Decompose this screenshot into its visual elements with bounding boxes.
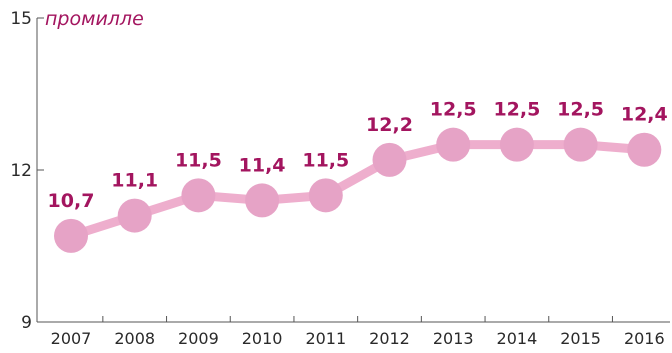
x-tick-label: 2015	[560, 329, 601, 348]
y-tick-label: 9	[21, 313, 32, 333]
series-line	[66, 140, 649, 241]
data-label-2010: 11,4	[239, 154, 286, 176]
y-tick-label: 15	[10, 9, 32, 29]
x-tick-label: 2007	[51, 329, 92, 348]
x-tick-label: 2014	[497, 329, 538, 348]
data-label-2014: 12,5	[493, 99, 540, 121]
data-label-2007: 10,7	[48, 190, 95, 212]
data-point-2015	[563, 127, 598, 162]
data-point-2012	[372, 142, 407, 177]
data-label-2016: 12,4	[621, 104, 668, 126]
data-label-2008: 11,1	[111, 170, 158, 192]
y-tick-label: 12	[10, 161, 32, 181]
unit-label: промилле	[45, 8, 144, 30]
data-point-2009	[181, 178, 216, 213]
x-tick-label: 2008	[114, 329, 155, 348]
data-point-2007	[54, 218, 88, 253]
data-label-2009: 11,5	[175, 149, 222, 171]
data-label-2013: 12,5	[430, 99, 477, 121]
data-label-2012: 12,2	[366, 114, 413, 136]
data-point-2014	[499, 127, 534, 162]
x-tick-label: 2012	[369, 329, 410, 348]
x-tick-label: 2009	[178, 329, 219, 348]
y-axis-ticks: 9 12 15	[10, 9, 44, 333]
x-axis-ticks: 2007 2008 2009 2010 2011 2012 2013 2014 2015 2016	[51, 316, 665, 348]
data-point-2016	[627, 132, 662, 167]
x-tick-label: 2016	[624, 329, 665, 348]
data-point-2011	[308, 178, 343, 213]
data-markers	[54, 127, 662, 253]
data-label-2011: 11,5	[302, 149, 349, 171]
x-tick-label: 2013	[433, 329, 474, 348]
data-point-2008	[117, 198, 152, 233]
x-tick-label: 2010	[242, 329, 283, 348]
data-point-2010	[245, 183, 280, 218]
x-tick-label: 2011	[305, 329, 346, 348]
data-labels: 10,7 11,1 11,5 11,4 11,5 12,2 12,5 12,5 12,5 12,4	[48, 99, 668, 212]
data-point-2013	[436, 127, 471, 162]
data-label-2015: 12,5	[557, 99, 604, 121]
